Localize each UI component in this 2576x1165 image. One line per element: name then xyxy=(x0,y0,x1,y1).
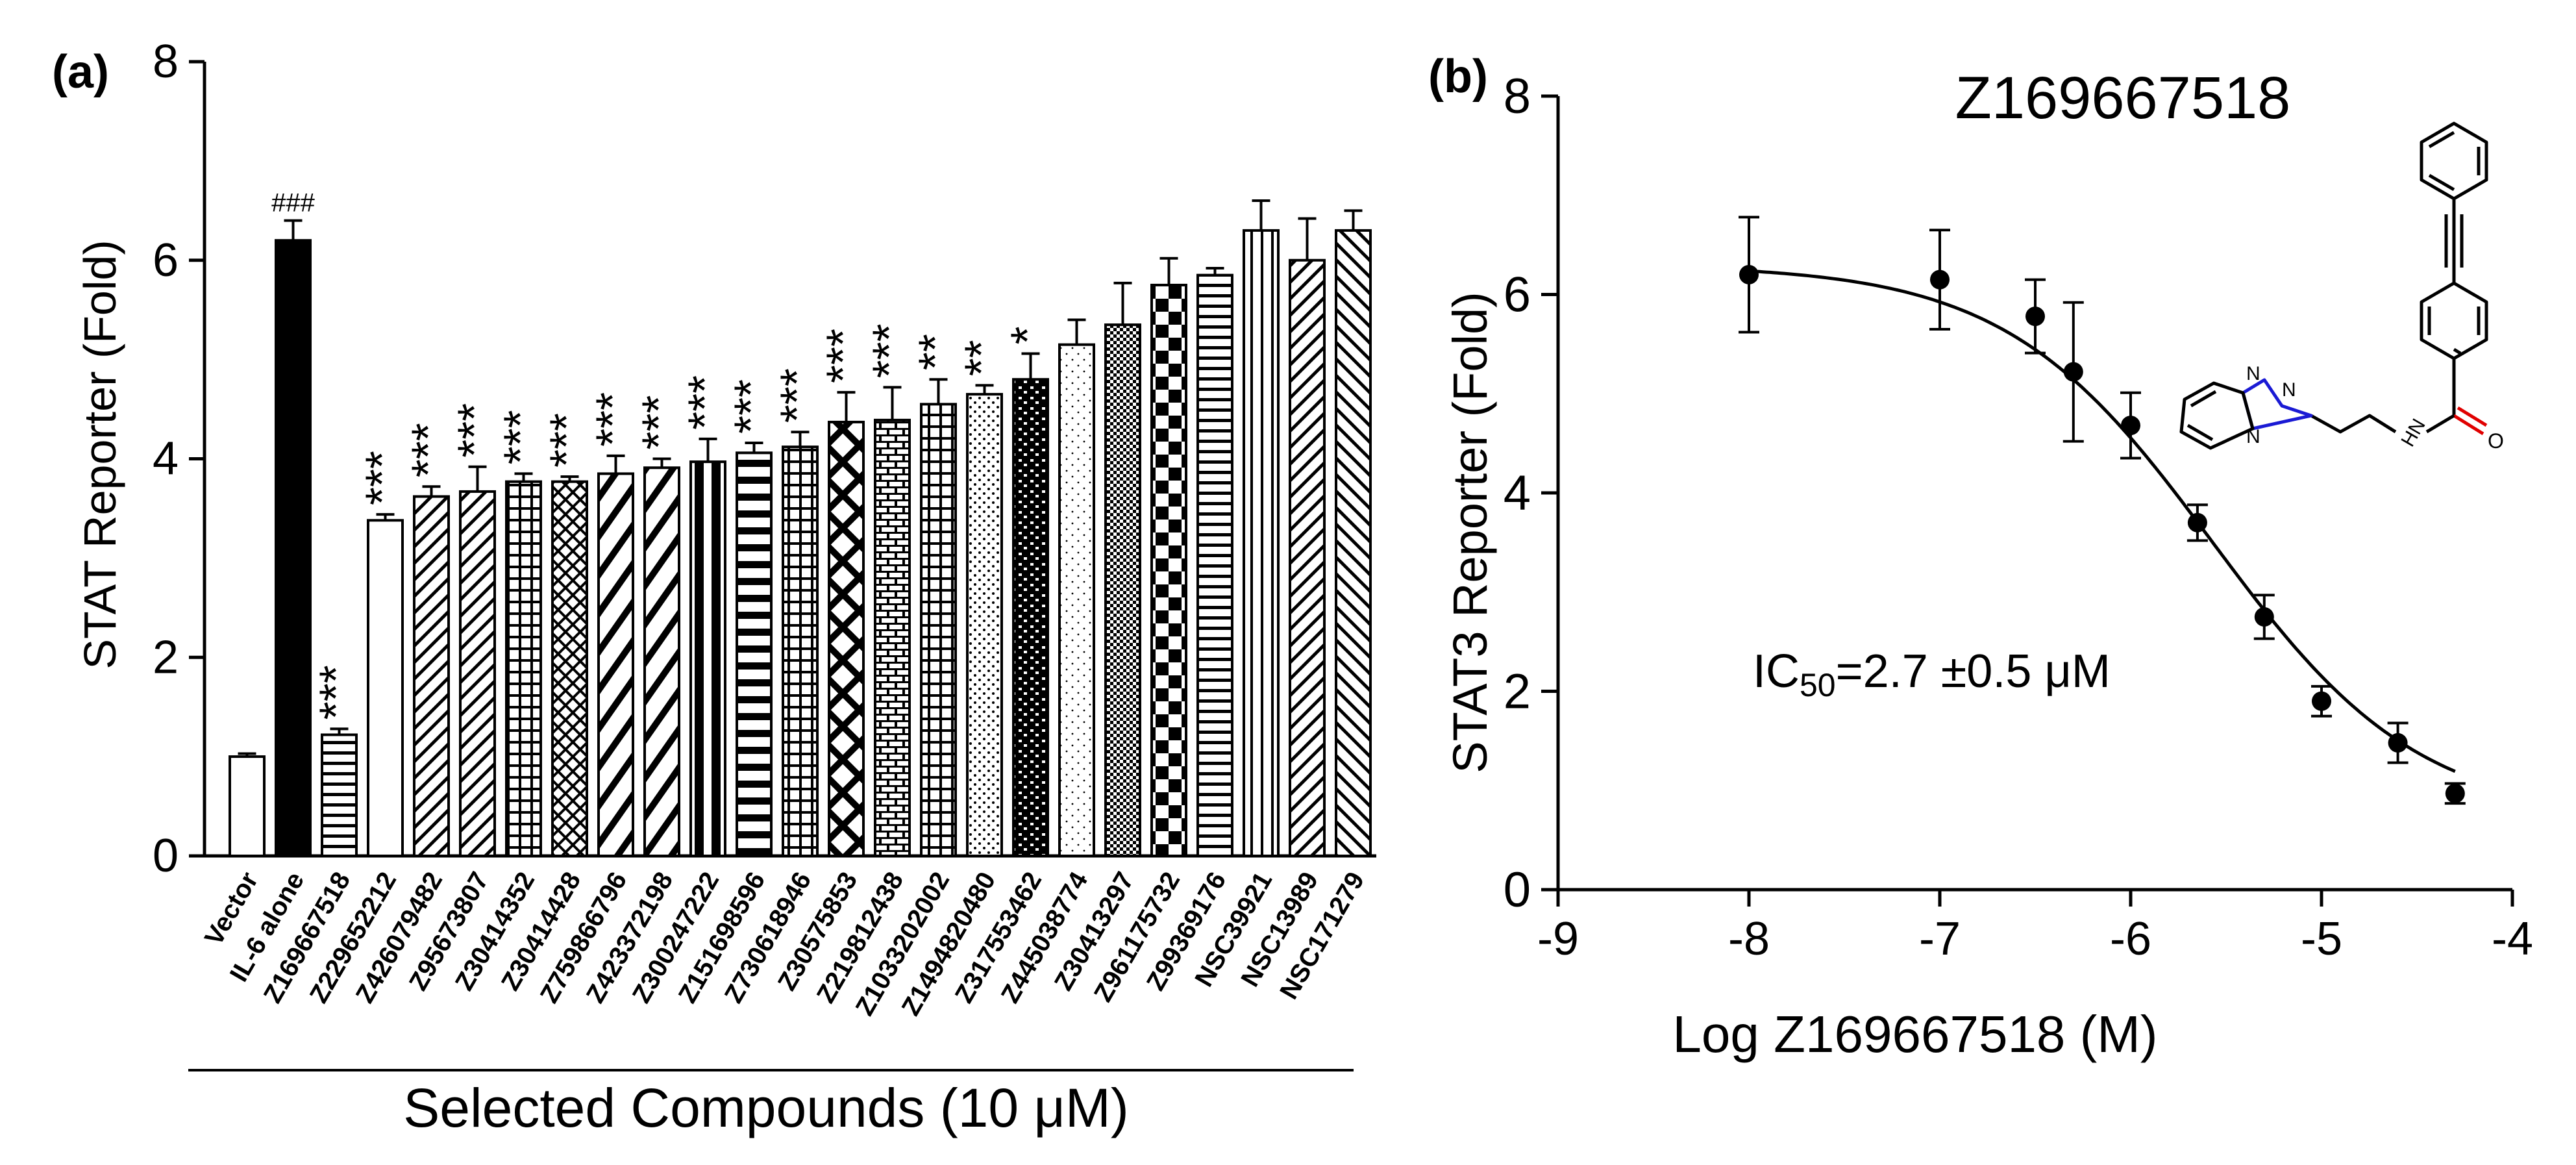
significance-label: *** xyxy=(726,379,778,434)
panel-b-axes: 0 2 4 6 8 -9 -8 -7 -6 -5 -4 xyxy=(1504,69,2533,965)
bar xyxy=(321,733,358,858)
bar xyxy=(689,460,726,857)
data-point xyxy=(1739,264,1759,284)
data-point xyxy=(2025,307,2045,327)
panel-b-y-tick-label: 6 xyxy=(1504,268,1531,323)
bar xyxy=(367,519,404,857)
panel-b-x-tick-label: -4 xyxy=(2492,913,2533,965)
significance-label: *** xyxy=(357,451,409,505)
data-point xyxy=(2445,783,2465,803)
panel-a-label: (a) xyxy=(52,46,109,98)
significance-label: ** xyxy=(910,334,962,370)
significance-label: *** xyxy=(634,395,686,449)
bar xyxy=(966,393,1003,857)
panel-b-y-tick-label: 4 xyxy=(1504,466,1531,521)
data-point xyxy=(2254,607,2274,627)
panel-a-y-tick-label: 4 xyxy=(153,433,179,485)
bar xyxy=(643,466,680,857)
bar xyxy=(920,403,957,857)
significance-label: *** xyxy=(818,329,870,383)
bar xyxy=(828,420,865,857)
panel-b-x-tick-label: -5 xyxy=(2301,913,2342,965)
structure-atom-n1: N xyxy=(2246,363,2260,384)
panel-a: (a) STAT Reporter (Fold) 0 2 4 6 8 Vector###… xyxy=(52,36,1376,1138)
data-point xyxy=(2121,416,2140,436)
significance-label: *** xyxy=(495,410,547,464)
bar xyxy=(1335,229,1372,857)
bar xyxy=(459,490,496,857)
bar xyxy=(1012,378,1049,857)
significance-label: *** xyxy=(772,368,824,423)
bar xyxy=(275,239,312,857)
significance-label: *** xyxy=(541,413,593,468)
bar xyxy=(1196,273,1233,857)
panel-b-label: (b) xyxy=(1428,51,1488,103)
significance-label: *** xyxy=(403,423,455,477)
bar xyxy=(1150,283,1187,857)
panel-b-y-tick-label: 2 xyxy=(1504,664,1531,720)
significance-label: *** xyxy=(449,403,501,458)
bar xyxy=(1289,258,1326,857)
data-point xyxy=(2312,691,2331,711)
bar xyxy=(1104,323,1141,857)
significance-label: *** xyxy=(680,375,732,430)
panel-a-y-tick-label: 6 xyxy=(153,234,179,286)
panel-b-x-tick-label: -7 xyxy=(1919,913,1961,965)
panel-b-x-tick-label: -6 xyxy=(2110,913,2151,965)
bar xyxy=(229,755,266,857)
bar xyxy=(1243,229,1280,857)
bar xyxy=(736,451,773,857)
bar xyxy=(874,418,911,857)
panel-b-x-axis-label: Log Z169667518 (M) xyxy=(1672,1005,2157,1063)
structure-atom-o: O xyxy=(2488,429,2504,453)
chemical-structure-image xyxy=(2179,121,2488,450)
panel-a-y-tick-label: 8 xyxy=(153,36,179,88)
bar xyxy=(782,445,819,857)
panel-a-x-axis-label: Selected Compounds (10 μM) xyxy=(403,1077,1129,1138)
data-point xyxy=(2388,733,2408,753)
bar xyxy=(597,472,634,857)
significance-label: *** xyxy=(588,392,639,447)
panel-b-plot xyxy=(1739,216,2466,805)
data-point xyxy=(2063,362,2083,382)
fit-curve xyxy=(1748,269,2456,773)
bar xyxy=(505,480,542,857)
bar xyxy=(1058,343,1095,857)
bar xyxy=(413,495,450,857)
panel-b: (b) Z169667518 STAT3 Reporter (Fold) Log… xyxy=(1428,51,2533,1063)
significance-label: *** xyxy=(311,665,363,720)
panel-a-y-tick-label: 2 xyxy=(153,631,179,683)
panel-b-y-axis-label: STAT3 Reporter (Fold) xyxy=(1443,292,1497,773)
panel-b-x-tick-label: -9 xyxy=(1537,913,1579,965)
panel-b-x-tick-label: -8 xyxy=(1728,913,1770,965)
panel-b-y-tick-label: 8 xyxy=(1504,69,1531,124)
bar xyxy=(551,480,588,857)
structure-atom-n3: N xyxy=(2246,426,2260,447)
panel-a-bars: Vector###IL-6 alone***Z169667518***Z2296… xyxy=(199,189,1372,1020)
significance-label: * xyxy=(1002,326,1054,344)
data-point xyxy=(2187,512,2207,532)
panel-b-title: Z169667518 xyxy=(1955,65,2291,131)
ic50-annotation: IC50=2.7 ±0.5 μM xyxy=(1753,645,2111,703)
panel-a-y-axis-label: STAT Reporter (Fold) xyxy=(75,240,125,669)
significance-label: ### xyxy=(271,189,315,218)
panel-a-y-tick-label: 0 xyxy=(153,830,179,882)
structure-atom-hn: HN xyxy=(2397,415,2429,450)
significance-label: *** xyxy=(864,323,916,378)
panel-b-y-tick-label: 0 xyxy=(1504,862,1531,918)
significance-label: ** xyxy=(956,340,1008,376)
data-point xyxy=(1930,269,1950,290)
structure-atom-n2: N xyxy=(2282,379,2296,401)
